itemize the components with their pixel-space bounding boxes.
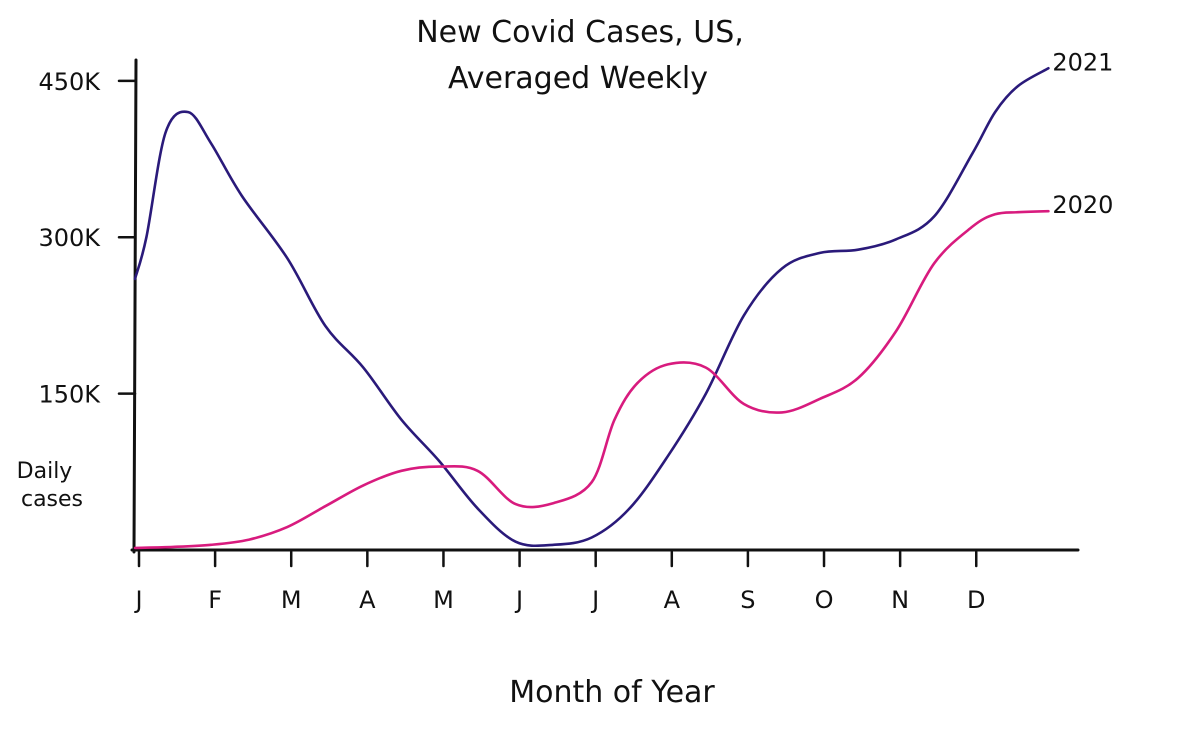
x-tick-label: F (208, 586, 222, 614)
y-axis (132, 58, 138, 554)
x-tick-label: J (590, 586, 599, 614)
x-axis-label: Month of Year (509, 675, 715, 710)
series-label-2021: 2021 (1052, 48, 1113, 76)
series-line-2021 (133, 67, 1050, 548)
y-axis-label: Daily cases (17, 459, 83, 512)
chart-title: New Covid Cases, US, (416, 15, 744, 50)
series-layer: 2021 2020 (133, 48, 1113, 550)
x-tick-label: S (740, 586, 755, 614)
x-tick-label: D (967, 586, 985, 614)
y-tick-label: 300K (38, 224, 101, 252)
y-axis-label-line-2: cases (21, 487, 83, 512)
x-tick-label: M (281, 586, 302, 614)
y-tick-label: 150K (38, 381, 101, 409)
x-tick-label: M (433, 586, 454, 614)
y-axis-label-line-1: Daily (17, 459, 73, 484)
x-tick-label: O (815, 586, 834, 614)
y-ticks: 150K 300K 450K (38, 68, 137, 409)
chart-subtitle: Averaged Weekly (448, 61, 708, 96)
x-tick-label: A (359, 586, 376, 614)
y-tick-label: 450K (38, 68, 101, 96)
x-tick-label: A (664, 586, 681, 614)
x-tick-label: J (514, 586, 523, 614)
series-label-2020: 2020 (1052, 191, 1113, 219)
x-tick-label: N (891, 586, 909, 614)
x-tick-label: J (133, 586, 142, 614)
series-line-2020 (133, 209, 1050, 550)
